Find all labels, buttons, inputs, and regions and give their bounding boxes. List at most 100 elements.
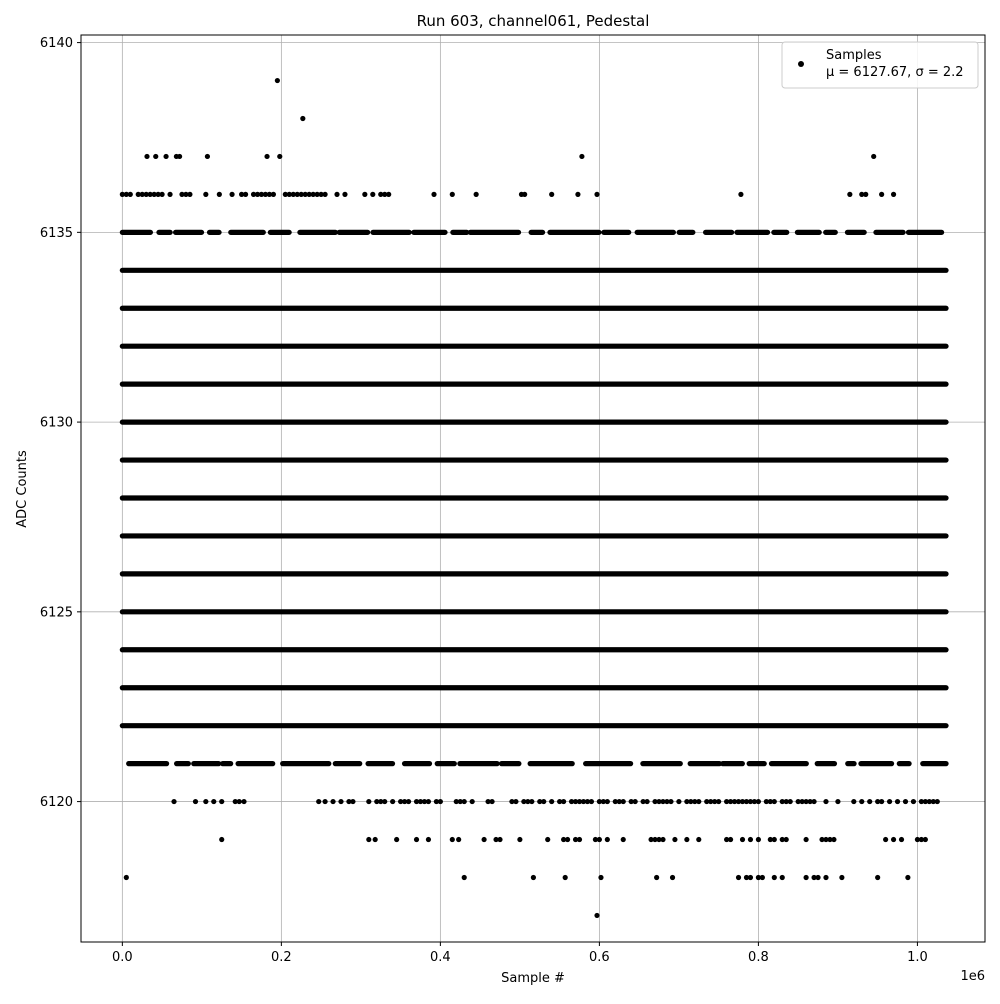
data-point (579, 153, 585, 160)
data-point (811, 798, 817, 805)
data-point (664, 798, 670, 805)
data-point (918, 836, 924, 843)
data-point (266, 191, 273, 197)
data-point (827, 836, 833, 843)
data-point (545, 836, 551, 843)
data-point (378, 798, 384, 805)
data-point (902, 798, 909, 805)
data-point (509, 798, 515, 805)
data-point (600, 798, 606, 805)
data-point (644, 798, 650, 805)
data-point (530, 874, 536, 881)
data-point (652, 798, 658, 805)
data-point (815, 874, 821, 881)
data-point (811, 874, 817, 881)
data-point (751, 798, 758, 805)
data-point (620, 798, 626, 805)
y-tick-label: 6140 (40, 36, 73, 51)
data-point (747, 798, 754, 805)
data-point (461, 874, 467, 881)
data-point (481, 836, 487, 843)
data-point (831, 836, 837, 843)
data-point (147, 191, 153, 197)
data-point (598, 874, 604, 881)
data-point (672, 836, 678, 843)
data-point (153, 153, 159, 160)
data-point (696, 836, 702, 843)
data-point (330, 798, 336, 805)
data-point (277, 153, 283, 160)
data-point (594, 912, 600, 919)
data-point (203, 191, 209, 197)
data-point (322, 191, 328, 197)
data-point (541, 798, 547, 805)
data-point (604, 798, 610, 805)
data-point (735, 798, 742, 805)
data-point (469, 798, 475, 805)
data-point (294, 191, 300, 197)
data-point (473, 191, 479, 197)
data-point (755, 798, 762, 805)
data-point (431, 191, 437, 197)
x-tick-label: 0.8 (748, 950, 769, 965)
data-point (747, 874, 754, 881)
data-point (521, 798, 527, 805)
data-point (561, 798, 567, 805)
data-point (688, 798, 694, 805)
data-point (425, 798, 432, 805)
data-point (405, 798, 412, 805)
data-point (668, 798, 674, 805)
data-point (346, 798, 352, 805)
data-point (739, 798, 746, 805)
data-point (724, 836, 730, 843)
data-point (859, 191, 865, 197)
legend: Samples μ = 6127.67, σ = 2.2 (781, 41, 979, 89)
data-point (449, 836, 455, 843)
y-tick-label: 6135 (40, 226, 73, 241)
data-point (588, 798, 595, 805)
data-point (421, 798, 428, 805)
data-point (708, 798, 714, 805)
data-point (696, 798, 702, 805)
y-tick-label: 6120 (40, 795, 73, 810)
data-point (241, 798, 247, 805)
data-point (557, 798, 563, 805)
data-point (879, 191, 885, 197)
y-tick-label: 6125 (40, 605, 73, 620)
data-point (316, 798, 322, 805)
data-point (171, 798, 177, 805)
data-point (612, 798, 618, 805)
data-point (485, 798, 491, 805)
data-point (863, 191, 869, 197)
data-point (192, 798, 199, 805)
data-point (656, 798, 662, 805)
data-point (390, 798, 396, 805)
data-point (799, 798, 805, 805)
data-point (489, 798, 495, 805)
data-point (596, 836, 602, 843)
data-point (803, 836, 809, 843)
data-point (239, 191, 245, 197)
data-point (398, 798, 404, 805)
data-point (549, 191, 555, 197)
data-point (204, 153, 211, 160)
data-point (886, 798, 893, 805)
data-point (684, 798, 690, 805)
data-point (803, 874, 809, 881)
data-point (236, 798, 242, 805)
data-point (704, 798, 710, 805)
data-point (187, 191, 193, 197)
data-point (306, 191, 312, 197)
data-point (576, 798, 583, 805)
data-point (433, 798, 439, 805)
data-point (338, 798, 344, 805)
data-point (660, 798, 666, 805)
data-point (835, 798, 841, 805)
data-point (453, 798, 459, 805)
y-tick-label: 6130 (40, 416, 73, 431)
data-point (859, 798, 865, 805)
data-point (497, 836, 503, 843)
data-point (743, 874, 750, 881)
data-point (262, 191, 269, 197)
